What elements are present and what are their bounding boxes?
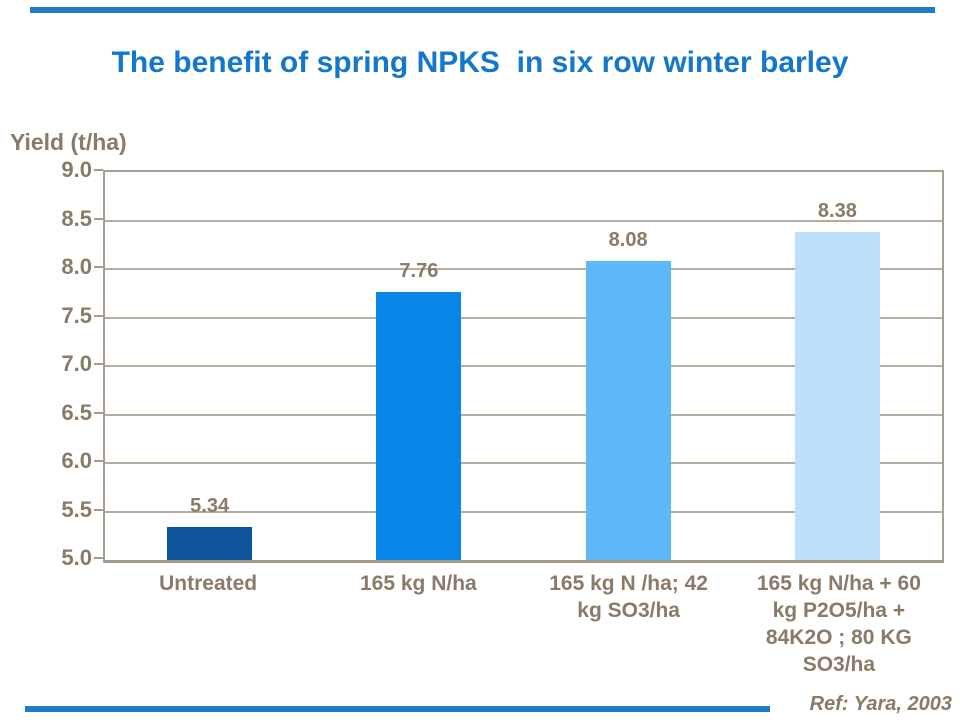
gridline (105, 219, 942, 222)
gridline (105, 462, 942, 464)
bar-1 (167, 527, 253, 560)
y-tick-label: 8.5 (61, 205, 92, 231)
bar-2 (376, 292, 462, 560)
category-label: 165 kg N /ha; 42 kg SO3/ha (549, 572, 708, 622)
chart-title: The benefit of spring NPKS in six row wi… (111, 46, 849, 79)
y-tick-mark (94, 217, 103, 220)
category-label: 165 kg N/ha + 60 kg P2O5/ha + 84K2O ; 80… (756, 572, 921, 676)
y-tick-mark (94, 363, 103, 365)
bottom-rule-line (25, 706, 770, 712)
gridline (105, 268, 942, 270)
y-tick-mark (94, 411, 103, 414)
top-rule-line (30, 7, 935, 13)
x-axis-category-labels: Untreated 165 kg N/ha 165 kg N /ha; 42 kg … (103, 570, 944, 678)
category-label: 165 kg N/ha (360, 572, 477, 595)
plot-area: 5.34 7.76 8.08 8.38 (103, 170, 944, 563)
bar-3 (585, 261, 671, 560)
y-tick-label: 7.5 (61, 302, 92, 328)
gridline (105, 365, 942, 367)
y-tick-label: 9.0 (61, 157, 92, 182)
gridline (105, 413, 942, 416)
y-tick-label: 6.0 (61, 448, 92, 473)
bar-value-label: 8.38 (817, 200, 857, 223)
y-tick-label: 5.0 (61, 545, 92, 570)
gridline (105, 316, 942, 319)
y-tick-label: 7.0 (61, 351, 92, 376)
bar-4 (794, 232, 880, 560)
y-tick-mark (94, 314, 103, 317)
bar-value-label: 8.08 (608, 229, 648, 252)
gridline (105, 510, 942, 513)
y-tick-label: 6.5 (61, 399, 92, 425)
y-tick-mark (94, 266, 103, 268)
category-label: Untreated (159, 572, 258, 595)
y-tick-mark (94, 557, 103, 559)
bar-value-label: 7.76 (399, 260, 439, 283)
y-axis-title: Yield (t/ha) (10, 129, 127, 155)
y-tick-mark (94, 169, 103, 171)
y-tick-mark (94, 508, 103, 511)
reference-text: Ref: Yara, 2003 (809, 693, 952, 715)
bar-value-label: 5.34 (190, 495, 230, 518)
y-tick-label: 5.5 (61, 496, 92, 522)
y-tick-label: 8.0 (61, 254, 92, 279)
y-tick-mark (94, 460, 103, 462)
